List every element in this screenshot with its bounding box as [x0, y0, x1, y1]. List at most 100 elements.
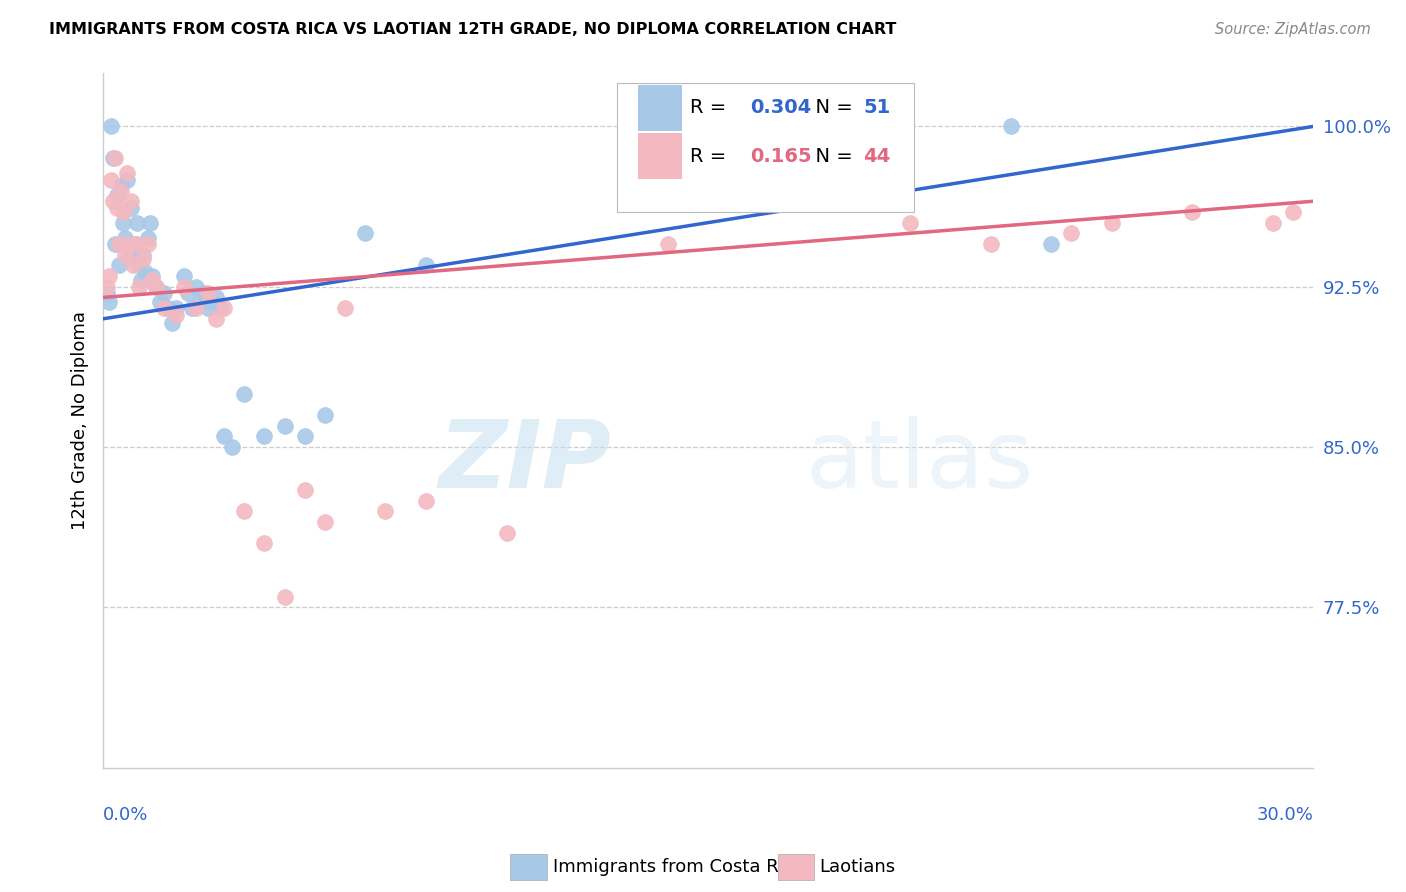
- Point: [1282, 205, 1305, 219]
- Point: [118, 248, 141, 262]
- FancyBboxPatch shape: [638, 85, 682, 130]
- Point: [184, 301, 207, 315]
- Point: [193, 286, 215, 301]
- Point: [120, 201, 142, 215]
- Point: [114, 248, 136, 262]
- Point: [122, 258, 145, 272]
- Point: [177, 286, 200, 301]
- Point: [1181, 205, 1204, 219]
- Text: IMMIGRANTS FROM COSTA RICA VS LAOTIAN 12TH GRADE, NO DIPLOMA CORRELATION CHART: IMMIGRANTS FROM COSTA RICA VS LAOTIAN 12…: [49, 22, 897, 37]
- Point: [152, 286, 174, 301]
- Point: [104, 237, 127, 252]
- Text: R =: R =: [690, 98, 733, 117]
- Point: [108, 237, 131, 252]
- Point: [118, 237, 141, 252]
- Text: 44: 44: [863, 147, 890, 166]
- Point: [253, 536, 276, 550]
- Point: [136, 230, 159, 244]
- Point: [314, 408, 336, 422]
- Point: [165, 308, 187, 322]
- Text: 0.165: 0.165: [751, 147, 813, 166]
- Point: [128, 279, 150, 293]
- Point: [127, 216, 149, 230]
- Point: [108, 258, 131, 272]
- Point: [165, 301, 187, 315]
- Point: [122, 252, 145, 266]
- Text: Laotians: Laotians: [820, 858, 896, 876]
- Point: [273, 590, 295, 604]
- Point: [898, 216, 921, 230]
- Point: [233, 504, 256, 518]
- Point: [134, 265, 156, 279]
- Point: [124, 237, 146, 252]
- Text: ZIP: ZIP: [439, 416, 612, 508]
- Point: [114, 230, 136, 244]
- Point: [127, 237, 149, 252]
- Point: [205, 290, 228, 304]
- Point: [110, 184, 132, 198]
- Point: [156, 301, 179, 315]
- Text: R =: R =: [690, 147, 733, 166]
- Y-axis label: 12th Grade, No Diploma: 12th Grade, No Diploma: [72, 310, 89, 530]
- Text: 30.0%: 30.0%: [1257, 805, 1313, 824]
- Point: [1000, 120, 1022, 134]
- Point: [415, 258, 437, 272]
- Point: [197, 301, 219, 315]
- FancyBboxPatch shape: [617, 83, 914, 212]
- FancyBboxPatch shape: [638, 134, 682, 179]
- Point: [132, 252, 155, 266]
- Point: [141, 273, 163, 287]
- Text: N =: N =: [803, 147, 859, 166]
- Point: [374, 504, 396, 518]
- Point: [145, 279, 167, 293]
- Point: [184, 279, 207, 293]
- Point: [98, 294, 121, 309]
- Text: N =: N =: [803, 98, 859, 117]
- Point: [145, 279, 167, 293]
- Point: [1101, 216, 1123, 230]
- Point: [233, 386, 256, 401]
- Point: [657, 237, 679, 252]
- Point: [96, 286, 118, 301]
- Point: [103, 152, 125, 166]
- Point: [96, 279, 118, 293]
- Point: [104, 152, 127, 166]
- Text: 51: 51: [863, 98, 890, 117]
- Point: [152, 301, 174, 315]
- Point: [128, 258, 150, 272]
- Point: [205, 311, 228, 326]
- Text: Source: ZipAtlas.com: Source: ZipAtlas.com: [1215, 22, 1371, 37]
- Point: [120, 194, 142, 209]
- Point: [112, 216, 135, 230]
- Point: [980, 237, 1002, 252]
- Text: Immigrants from Costa Rica: Immigrants from Costa Rica: [553, 858, 804, 876]
- Point: [294, 483, 316, 497]
- Point: [160, 316, 183, 330]
- Point: [657, 173, 679, 187]
- Point: [117, 166, 139, 180]
- Point: [209, 301, 232, 315]
- Point: [98, 268, 121, 283]
- Point: [141, 268, 163, 283]
- Point: [173, 268, 195, 283]
- Point: [1040, 237, 1063, 252]
- Point: [132, 248, 155, 262]
- Point: [149, 294, 172, 309]
- Point: [333, 301, 356, 315]
- Point: [173, 279, 195, 293]
- Point: [110, 179, 132, 194]
- Point: [100, 120, 122, 134]
- Point: [105, 187, 128, 202]
- Point: [188, 294, 211, 309]
- Point: [354, 227, 377, 241]
- Point: [138, 216, 160, 230]
- Point: [197, 286, 219, 301]
- Point: [112, 205, 135, 219]
- Point: [221, 440, 243, 454]
- Text: 0.0%: 0.0%: [103, 805, 149, 824]
- Point: [273, 418, 295, 433]
- Point: [253, 429, 276, 443]
- Point: [1261, 216, 1284, 230]
- Point: [314, 515, 336, 529]
- Point: [131, 273, 153, 287]
